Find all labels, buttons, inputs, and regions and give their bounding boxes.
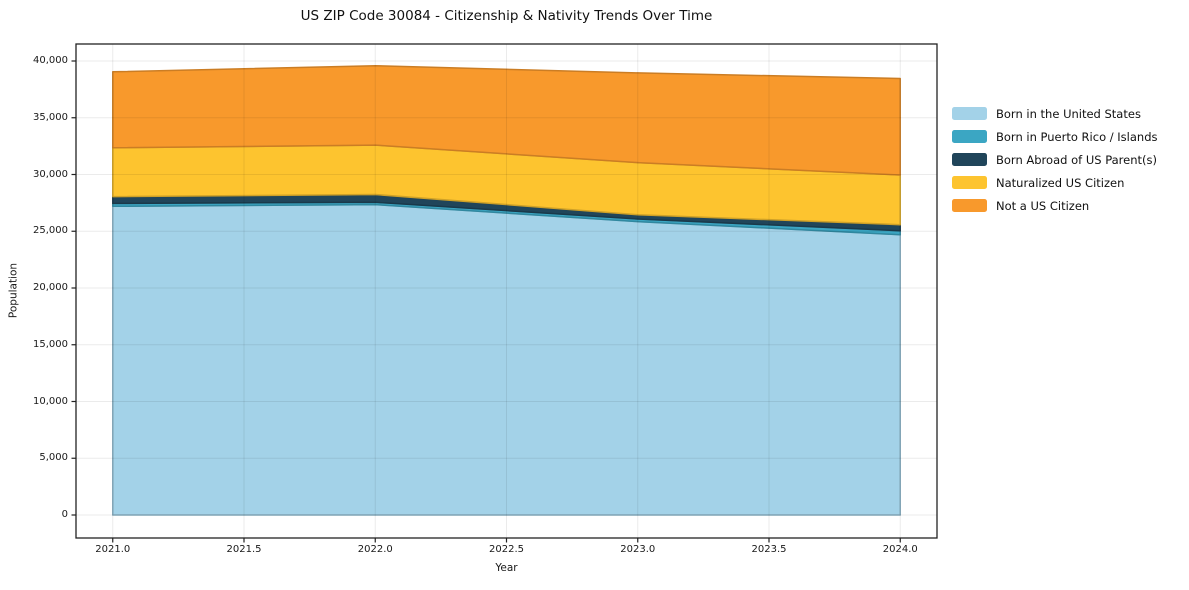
y-tick-label: 40,000 <box>33 55 68 66</box>
y-tick-label: 30,000 <box>33 168 68 180</box>
legend-swatch-born-abroad-of-us-parent-s <box>952 153 987 166</box>
legend-item: Naturalized US Citizen <box>952 175 1158 190</box>
x-tick-label: 2023.0 <box>620 544 656 555</box>
legend-swatch-not-a-us-citizen <box>952 199 987 212</box>
x-tick-label: 2021.0 <box>95 544 131 555</box>
y-axis-label: Population <box>7 262 20 319</box>
y-tick-label: 35,000 <box>33 111 68 123</box>
legend-label: Born in Puerto Rico / Islands <box>996 129 1158 144</box>
legend-label: Born Abroad of US Parent(s) <box>996 152 1157 167</box>
legend-label: Not a US Citizen <box>996 198 1090 213</box>
legend-label: Born in the United States <box>996 106 1141 121</box>
area-not-a-us-citizen <box>112 64 901 176</box>
x-axis-label: Year <box>495 562 518 574</box>
x-tick-label: 2021.5 <box>226 544 262 555</box>
legend-swatch-born-in-the-united-states <box>952 107 987 120</box>
x-tick-label: 2023.5 <box>751 544 787 555</box>
legend: Born in the United States Born in Puerto … <box>952 107 1158 222</box>
y-tick-label: 15,000 <box>33 338 68 350</box>
y-tick-label: 25,000 <box>33 225 68 237</box>
legend-item: Born Abroad of US Parent(s) <box>952 152 1158 167</box>
y-tick-label: 10,000 <box>33 395 68 407</box>
legend-label: Naturalized US Citizen <box>996 175 1125 190</box>
x-tick-label: 2022.5 <box>489 544 524 555</box>
y-tick-label: 0 <box>61 509 68 520</box>
legend-item: Not a US Citizen <box>952 198 1158 213</box>
chart-title: US ZIP Code 30084 - Citizenship & Nativi… <box>300 8 713 24</box>
legend-swatch-naturalized-us-citizen <box>952 176 987 189</box>
legend-swatch-born-in-puerto-rico-islands <box>952 130 987 143</box>
y-tick-label: 5,000 <box>39 452 68 464</box>
legend-item: Born in Puerto Rico / Islands <box>952 129 1158 144</box>
legend-item: Born in the United States <box>952 106 1158 121</box>
x-tick-label: 2024.0 <box>882 544 918 555</box>
x-tick-label: 2022.0 <box>357 544 393 555</box>
y-tick-label: 20,000 <box>33 282 68 293</box>
